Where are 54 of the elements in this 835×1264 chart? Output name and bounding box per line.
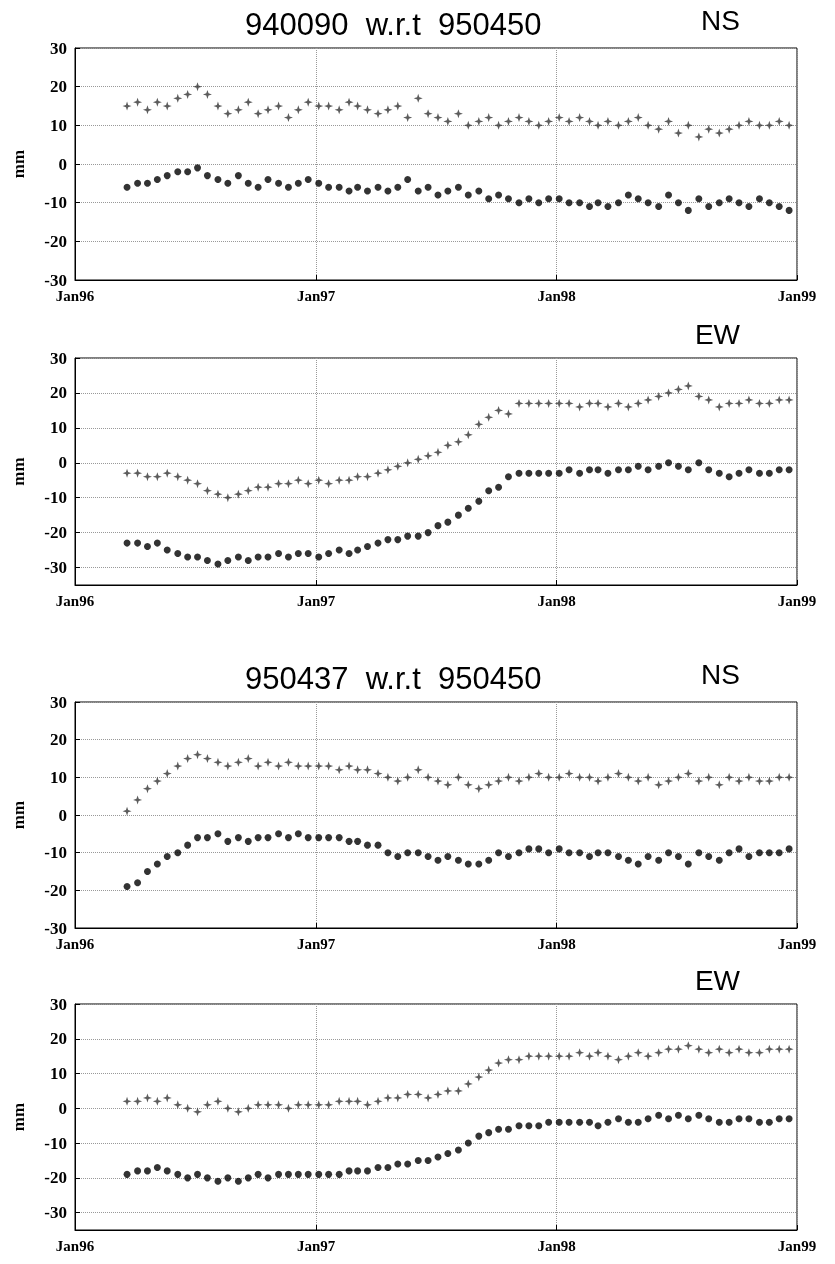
y-tick-label: -30 [44, 1203, 67, 1223]
x-tick-label: Jan97 [296, 935, 336, 952]
y-tick-label: 10 [50, 1064, 67, 1084]
x-tick-label: Jan99 [777, 935, 817, 952]
y-tick-label: 0 [58, 805, 67, 825]
text: NS [701, 4, 741, 36]
y-tick-label: 20 [50, 730, 67, 750]
y-tick-label: 0 [58, 1098, 67, 1118]
y-tick-label: 10 [50, 115, 67, 135]
y-tick-label: -30 [44, 918, 67, 938]
y-axis-title: mm [9, 149, 28, 179]
y-tick-label: -20 [44, 880, 67, 900]
y-tick-label: -10 [44, 193, 67, 213]
y-tick-label: 30 [50, 38, 67, 58]
y-tick-label: 10 [50, 767, 67, 787]
y-tick-label: -30 [44, 270, 67, 290]
x-tick-label: Jan98 [537, 1237, 576, 1254]
y-tick-label: 30 [50, 994, 67, 1014]
x-tick-label: Jan99 [777, 287, 817, 304]
y-tick-label: -20 [44, 523, 67, 543]
x-tick-label: Jan99 [777, 1237, 817, 1254]
y-tick-label: 20 [50, 383, 67, 403]
y-tick-label: -30 [44, 558, 67, 578]
y-tick-label: 0 [58, 453, 67, 473]
x-tick-label: Jan96 [55, 1237, 95, 1254]
y-tick-label: 30 [50, 348, 67, 368]
y-axis-title: mm [9, 457, 28, 486]
text: NS [701, 658, 741, 690]
text: EW [694, 318, 741, 350]
y-axis-title: mm [9, 800, 28, 830]
y-tick-label: -20 [44, 1168, 67, 1188]
text: EW [694, 964, 741, 996]
y-tick-label: -10 [44, 1133, 67, 1153]
y-tick-label: 20 [50, 1029, 67, 1049]
x-tick-label: Jan97 [296, 1237, 336, 1254]
x-tick-label: Jan98 [537, 592, 576, 609]
y-tick-label: 30 [50, 692, 67, 712]
y-tick-label: -10 [44, 843, 67, 863]
x-tick-label: Jan98 [537, 287, 576, 304]
y-tick-label: -10 [44, 488, 67, 508]
y-tick-label: -20 [44, 231, 67, 251]
y-axis-title: mm [9, 1102, 28, 1132]
y-tick-label: 20 [50, 77, 67, 97]
x-tick-label: Jan96 [55, 287, 95, 304]
y-tick-label: 0 [58, 154, 67, 174]
x-tick-label: Jan98 [537, 935, 576, 952]
x-tick-label: Jan97 [296, 592, 336, 609]
chart-title: 950437 w.r.t 950450 [245, 661, 542, 696]
y-tick-label: 10 [50, 418, 67, 438]
x-tick-label: Jan97 [296, 287, 336, 304]
chart-title: 940090 w.r.t 950450 [245, 7, 542, 42]
x-tick-label: Jan99 [777, 592, 817, 609]
x-tick-label: Jan96 [55, 592, 95, 609]
x-tick-label: Jan96 [55, 935, 95, 952]
